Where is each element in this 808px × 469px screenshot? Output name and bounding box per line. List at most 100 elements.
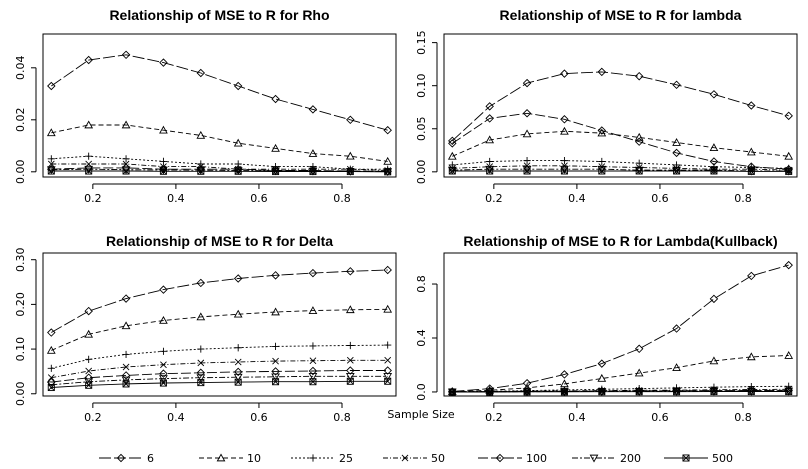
series-25 xyxy=(48,341,392,371)
data-point xyxy=(85,153,92,160)
y-tick-label: 0.10 xyxy=(14,337,27,362)
legend-label: 200 xyxy=(620,452,641,465)
legend-label: 100 xyxy=(526,452,547,465)
series-line xyxy=(452,131,788,156)
series-10 xyxy=(48,121,392,164)
data-point xyxy=(385,357,391,363)
series-line xyxy=(51,309,387,350)
legend-item: 100 xyxy=(478,452,547,465)
plot-frame xyxy=(43,253,396,396)
series-10 xyxy=(449,128,793,159)
y-tick-label: 0.10 xyxy=(415,73,428,98)
legend-item: 10 xyxy=(199,452,261,465)
series-6 xyxy=(48,51,392,134)
data-point xyxy=(48,329,55,336)
series-line xyxy=(452,392,788,393)
series-line xyxy=(51,55,387,130)
series-10 xyxy=(48,306,392,354)
plot-frame xyxy=(444,253,797,396)
series-line xyxy=(51,270,387,333)
data-point xyxy=(636,345,643,352)
x-tick-label: 0.2 xyxy=(84,411,102,424)
chart-panel: Relationship of MSE to R for Lambda(Kull… xyxy=(415,233,797,424)
x-tick-label: 0.6 xyxy=(651,411,669,424)
x-tick-label: 0.8 xyxy=(734,192,752,205)
series-line xyxy=(51,171,387,172)
legend-label: 50 xyxy=(431,452,445,465)
chart-panel: Relationship of MSE to R for Delta 0.2 0.4… xyxy=(14,233,396,424)
series-100 xyxy=(449,110,793,173)
x-tick-label: 0.2 xyxy=(84,192,102,205)
legend-label: 25 xyxy=(339,452,353,465)
legend-label: 500 xyxy=(712,452,733,465)
x-tick-label: 0.8 xyxy=(333,192,351,205)
series-line xyxy=(51,376,387,385)
legend: Sample Size 6 10 25 50 100 200 500 xyxy=(99,408,733,465)
legend-label: 10 xyxy=(247,452,261,465)
x-tick-label: 0.6 xyxy=(250,411,268,424)
y-tick-label: 0.15 xyxy=(415,30,428,55)
series-6 xyxy=(449,68,793,144)
y-tick-label: 0.00 xyxy=(14,160,27,185)
x-tick-label: 0.6 xyxy=(651,192,669,205)
data-point xyxy=(384,341,391,348)
data-point xyxy=(160,348,167,355)
y-tick-label: 0.20 xyxy=(14,292,27,317)
series-line xyxy=(51,156,387,169)
series-100 xyxy=(48,164,392,175)
x-tick-label: 0.6 xyxy=(250,192,268,205)
series-line xyxy=(51,125,387,161)
chart-panels: Relationship of MSE to R for Rho 0.2 0.4 0.… xyxy=(14,7,797,424)
y-tick-label: 0.00 xyxy=(415,160,428,185)
x-tick-label: 0.4 xyxy=(568,411,586,424)
legend-marker xyxy=(309,454,316,461)
series-line xyxy=(452,265,788,391)
x-tick-label: 0.4 xyxy=(568,192,586,205)
data-point xyxy=(748,353,755,359)
chart-title: Relationship of MSE to R for Delta xyxy=(106,233,333,249)
series-6 xyxy=(48,266,392,336)
series-line xyxy=(452,113,788,169)
plot-frame xyxy=(43,34,396,177)
chart-title: Relationship of MSE to R for Rho xyxy=(109,7,329,23)
legend-title: Sample Size xyxy=(387,408,455,421)
x-tick-label: 0.2 xyxy=(485,192,503,205)
series-line xyxy=(51,360,387,377)
y-tick-label: 0.04 xyxy=(14,56,27,81)
x-tick-label: 0.2 xyxy=(485,411,503,424)
data-point xyxy=(197,345,204,352)
series-10 xyxy=(449,352,793,395)
chart-title: Relationship of MSE to R for Lambda(Kull… xyxy=(463,233,777,249)
chart-title: Relationship of MSE to R for lambda xyxy=(500,7,742,23)
y-tick-label: 0.02 xyxy=(14,108,27,133)
y-tick-label: 0.0 xyxy=(415,383,428,401)
legend-items: 6 10 25 50 100 200 500 xyxy=(99,452,733,465)
data-point xyxy=(235,359,241,365)
data-point xyxy=(272,308,279,314)
series-500 xyxy=(48,378,391,390)
series-line xyxy=(51,371,387,383)
legend-label: 6 xyxy=(147,452,154,465)
legend-item: 25 xyxy=(291,452,353,465)
x-tick-label: 0.4 xyxy=(167,192,185,205)
legend-item: 200 xyxy=(572,452,641,465)
legend-item: 50 xyxy=(383,452,445,465)
y-tick-label: 0.05 xyxy=(415,117,428,142)
series-6 xyxy=(449,262,793,396)
x-tick-label: 0.8 xyxy=(734,411,752,424)
chart-panel: Relationship of MSE to R for Rho 0.2 0.4 0.… xyxy=(14,7,396,205)
data-point xyxy=(272,95,279,102)
series-25 xyxy=(449,383,793,396)
x-tick-label: 0.4 xyxy=(167,411,185,424)
data-point xyxy=(85,307,92,314)
y-tick-label: 0.00 xyxy=(14,382,27,407)
series-line xyxy=(51,381,387,387)
data-point xyxy=(636,160,643,167)
y-tick-label: 0.4 xyxy=(415,329,428,347)
data-point xyxy=(122,351,129,358)
chart-panel: Relationship of MSE to R for lambda 0.2 0.… xyxy=(415,7,797,205)
plot-frame xyxy=(444,34,797,177)
series-line xyxy=(452,72,788,141)
series-line xyxy=(51,345,387,368)
